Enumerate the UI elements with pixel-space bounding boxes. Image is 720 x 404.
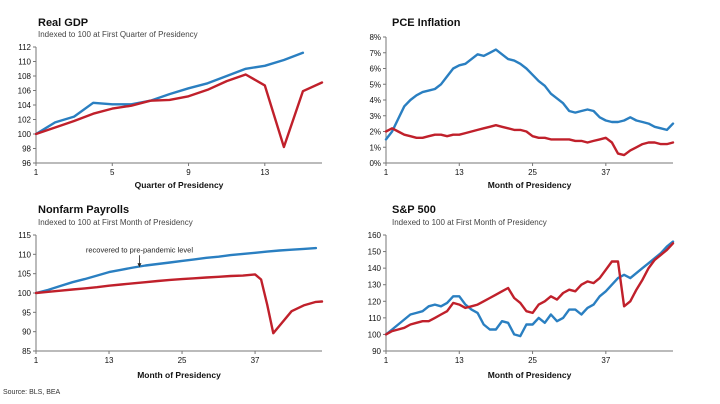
series-line-blue <box>384 240 675 338</box>
y-tick-label: 8% <box>369 33 381 42</box>
y-tick-label: 100 <box>18 130 32 139</box>
annotation-arrowhead <box>137 263 142 268</box>
y-tick-label: 95 <box>22 308 31 317</box>
x-tick-label: 9 <box>186 168 191 177</box>
y-tick-label: 105 <box>18 270 32 279</box>
annotation-label: recovered to pre-pandemic level <box>86 245 193 254</box>
y-tick-label: 4% <box>369 96 381 105</box>
x-axis-label: Month of Presidency <box>488 180 572 190</box>
y-tick-label: 98 <box>22 145 31 154</box>
y-tick-label: 115 <box>18 231 31 240</box>
y-tick-label: 104 <box>18 101 32 110</box>
y-tick-label: 85 <box>22 347 31 356</box>
series-line-blue <box>34 51 305 136</box>
x-tick-label: 25 <box>528 168 537 177</box>
x-tick-label: 37 <box>601 168 610 177</box>
chart-subtitle: Indexed to 100 at First Month of Preside… <box>38 218 193 227</box>
chart-title: Real GDP <box>38 17 88 29</box>
x-tick-label: 37 <box>251 356 260 365</box>
y-tick-label: 7% <box>369 49 381 58</box>
y-tick-label: 6% <box>369 65 381 74</box>
source-note: Source: BLS, BEA <box>3 389 61 396</box>
x-tick-label: 37 <box>601 356 610 365</box>
series-line-red <box>34 273 324 335</box>
y-tick-label: 3% <box>369 112 381 121</box>
x-axis-label: Quarter of Presidency <box>135 180 224 190</box>
chart-subtitle: Indexed to 100 at First Month of Preside… <box>392 218 547 227</box>
y-tick-label: 130 <box>368 281 382 290</box>
series-line-red <box>34 73 324 149</box>
panel-sp500: S&P 500 Indexed to 100 at First Month of … <box>368 204 675 380</box>
y-tick-label: 108 <box>18 72 32 81</box>
series-line-red <box>384 123 675 157</box>
x-tick-label: 1 <box>384 356 389 365</box>
y-tick-label: 90 <box>372 347 381 356</box>
panel-pce-inflation: PCE Inflation 0% 1% 2% 3% 4% 5% 6% 7% 8% 1 13 25 37 Mo… <box>369 17 675 190</box>
panel-nonfarm-payrolls: Nonfarm Payrolls Indexed to 100 at First … <box>18 204 324 380</box>
y-tick-label: 120 <box>368 297 382 306</box>
y-tick-label: 102 <box>18 116 32 125</box>
y-tick-label: 110 <box>368 314 381 323</box>
x-tick-label: 13 <box>260 168 269 177</box>
x-tick-label: 13 <box>455 356 464 365</box>
x-tick-label: 1 <box>34 168 39 177</box>
series-line-red <box>384 242 675 336</box>
x-tick-label: 1 <box>384 168 389 177</box>
chart-title: S&P 500 <box>392 204 436 216</box>
y-tick-label: 140 <box>368 264 382 273</box>
x-tick-label: 13 <box>105 356 114 365</box>
y-tick-label: 2% <box>369 128 381 137</box>
x-axis-label: Month of Presidency <box>137 370 221 380</box>
y-tick-label: 5% <box>369 80 381 89</box>
series-line-blue <box>384 48 675 141</box>
y-tick-label: 96 <box>22 159 31 168</box>
x-tick-label: 1 <box>34 356 39 365</box>
y-tick-label: 100 <box>18 289 32 298</box>
y-tick-label: 1% <box>369 143 381 152</box>
chart-subtitle: Indexed to 100 at First Quarter of Presi… <box>38 30 198 39</box>
y-tick-label: 112 <box>18 43 31 52</box>
y-tick-label: 106 <box>18 87 32 96</box>
y-tick-label: 100 <box>368 330 382 339</box>
y-tick-label: 110 <box>18 58 31 67</box>
y-tick-label: 90 <box>22 328 31 337</box>
y-tick-label: 110 <box>18 250 31 259</box>
x-tick-label: 13 <box>455 168 464 177</box>
x-tick-label: 5 <box>110 168 115 177</box>
chart-title: Nonfarm Payrolls <box>38 204 129 216</box>
chart-title: PCE Inflation <box>392 17 461 29</box>
y-tick-label: 150 <box>368 248 382 257</box>
x-tick-label: 25 <box>178 356 187 365</box>
x-axis-label: Month of Presidency <box>488 370 572 380</box>
y-tick-label: 160 <box>368 231 382 240</box>
y-tick-label: 0% <box>369 159 381 168</box>
x-tick-label: 25 <box>528 356 537 365</box>
series-line-blue <box>34 246 318 295</box>
